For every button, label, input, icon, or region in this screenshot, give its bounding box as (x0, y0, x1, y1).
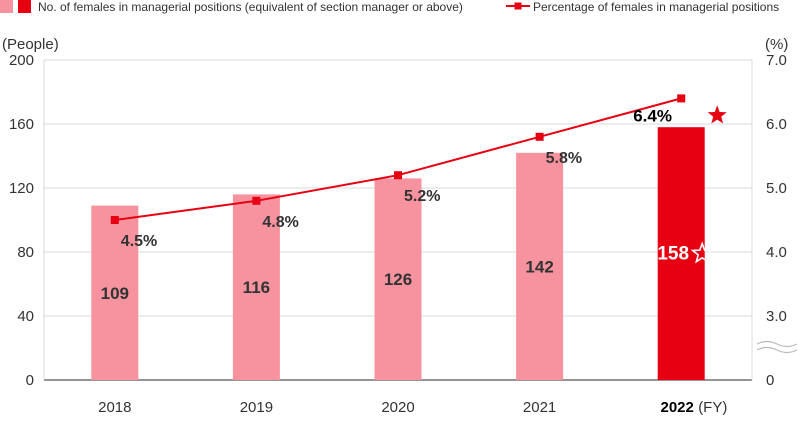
legend-line-marker (514, 2, 522, 10)
right-tick-label: 5.0 (766, 180, 787, 197)
bar-2018 (91, 205, 139, 380)
star-icon (707, 105, 727, 124)
left-tick-label: 160 (9, 116, 34, 133)
right-tick-label: 3.0 (766, 308, 787, 325)
x-tick-label: 2021 (523, 399, 556, 416)
left-axis-ticks: 0 40 80 120 160 200 (9, 52, 34, 389)
line-point-2020 (394, 171, 402, 180)
x-tick-label: 2020 (381, 399, 414, 416)
left-tick-label: 200 (9, 52, 34, 69)
bar-value-label: 126 (384, 270, 412, 289)
legend: No. of females in managerial positions (… (0, 0, 779, 14)
left-tick-label: 120 (9, 180, 34, 197)
line-value-label: 6.4% (633, 106, 672, 125)
bar-2021 (516, 152, 564, 380)
line-point-2022 (677, 94, 686, 103)
bar-2020 (374, 178, 422, 380)
line-value-label: 4.8% (262, 214, 298, 231)
x-axis-unit: (FY) (698, 399, 727, 416)
right-tick-label: 6.0 (766, 116, 787, 133)
x-tick-label: 2019 (240, 399, 273, 416)
x-tick-label: 2022 (661, 399, 694, 416)
line-series (110, 94, 686, 224)
right-tick-label: 7.0 (766, 52, 787, 69)
line-point-2018 (110, 216, 119, 224)
right-axis-ticks: 0 3.0 4.0 5.0 6.0 7.0 (766, 52, 787, 389)
axis-break-mark (756, 340, 798, 354)
left-tick-label: 80 (17, 244, 34, 261)
x-tick-label: 2018 (98, 399, 131, 416)
legend-line-label: Percentage of females in managerial posi… (533, 0, 779, 14)
bar-value-label: 158 (657, 244, 689, 265)
bar-2019 (232, 194, 280, 380)
bar-value-label: 142 (525, 257, 553, 276)
bar-value-label: 109 (101, 284, 129, 303)
right-tick-label: 4.0 (766, 244, 787, 261)
bar-value-label: 116 (243, 278, 270, 297)
legend-bar-swatch-light (0, 0, 13, 13)
data-labels: 109 116 126 142 158 4.5% 4.8% 5.2% 5.8% 6.4% (101, 105, 727, 303)
line-point-2019 (252, 196, 261, 205)
line-point-2021 (535, 132, 544, 141)
line-value-label: 5.2% (404, 188, 440, 205)
legend-bar-swatch-dark (18, 0, 31, 13)
left-tick-label: 0 (26, 372, 34, 389)
bar-series (91, 127, 705, 380)
line-value-label: 4.5% (121, 233, 157, 250)
right-axis-unit: (%) (765, 36, 788, 53)
legend-bar-label: No. of females in managerial positions (… (38, 0, 463, 14)
right-tick-label: 0 (766, 372, 774, 389)
star-outline-icon (690, 241, 714, 264)
line-value-label: 5.8% (546, 150, 582, 167)
x-axis: 2018 2019 2020 2021 2022 (FY) (98, 399, 727, 416)
left-axis-unit: (People) (2, 36, 59, 53)
left-tick-label: 40 (17, 308, 34, 325)
